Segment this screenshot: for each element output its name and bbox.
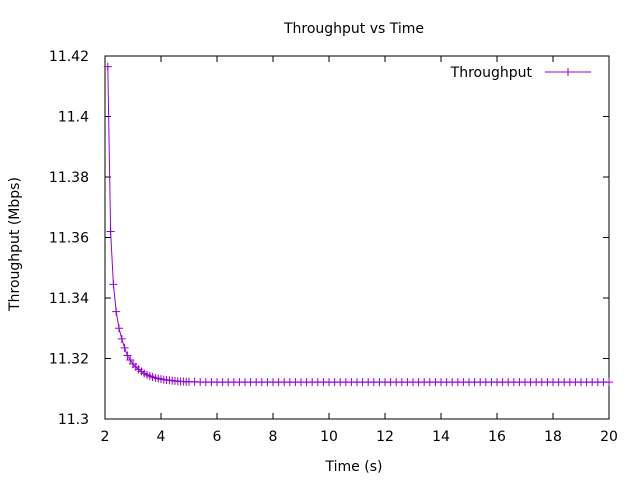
x-tick-label: 2 bbox=[101, 429, 110, 445]
y-tick-label: 11.3 bbox=[58, 412, 89, 428]
y-tick-label: 11.32 bbox=[49, 352, 89, 368]
data-point bbox=[106, 227, 115, 236]
y-axis-label: Throughput (Mbps) bbox=[7, 177, 23, 312]
x-tick-label: 6 bbox=[213, 429, 222, 445]
x-tick-label: 8 bbox=[269, 429, 278, 445]
y-tick-label: 11.42 bbox=[49, 49, 89, 65]
data-point bbox=[103, 62, 112, 71]
x-tick-label: 20 bbox=[600, 429, 618, 445]
x-tick-label: 14 bbox=[432, 429, 450, 445]
legend-marker-icon bbox=[564, 68, 572, 76]
x-tick-label: 18 bbox=[544, 429, 562, 445]
data-point bbox=[605, 378, 613, 387]
data-point bbox=[123, 351, 132, 360]
chart-title: Throughput vs Time bbox=[283, 21, 424, 37]
legend-label: Throughput bbox=[450, 65, 533, 81]
x-tick-label: 16 bbox=[488, 429, 506, 445]
data-point bbox=[109, 280, 118, 289]
legend-plus-mark bbox=[564, 68, 572, 76]
series bbox=[103, 62, 613, 387]
data-point bbox=[115, 324, 123, 333]
y-tick-label: 11.36 bbox=[49, 231, 89, 247]
data-point bbox=[112, 307, 121, 316]
data-point bbox=[120, 343, 129, 352]
y-tick-label: 11.34 bbox=[49, 291, 89, 307]
x-tick-label: 10 bbox=[320, 429, 338, 445]
x-tick-label: 12 bbox=[376, 429, 394, 445]
ticks: 2 4 6 8 10 12 14 16 18 20 11.3 11.32 11.34 11.36 11.38… bbox=[49, 49, 618, 445]
data-point bbox=[117, 334, 126, 343]
x-axis-label: Time (s) bbox=[325, 459, 383, 475]
y-tick-label: 11.4 bbox=[58, 110, 89, 126]
legend: Throughput bbox=[450, 65, 591, 81]
x-tick-label: 4 bbox=[157, 429, 166, 445]
y-tick-label: 11.38 bbox=[49, 170, 89, 186]
